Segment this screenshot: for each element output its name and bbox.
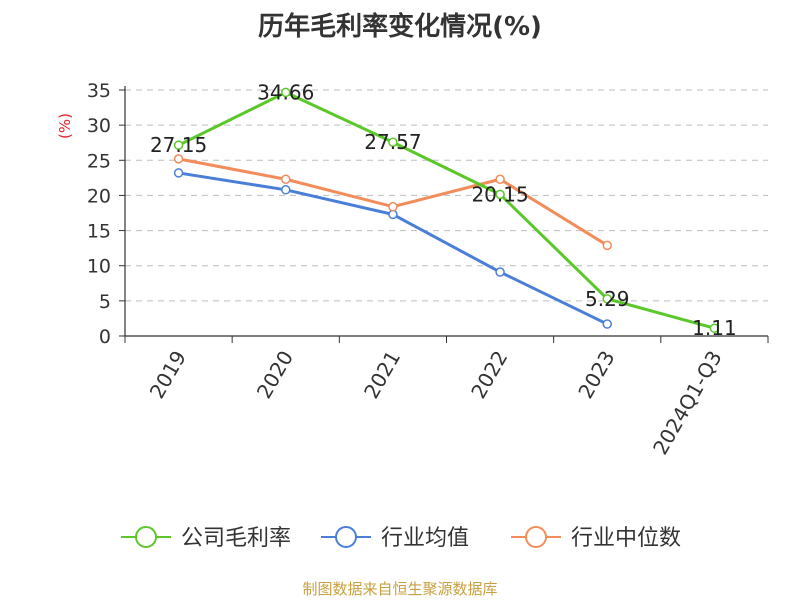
legend-item-label: 行业中位数: [571, 526, 681, 551]
legend-item-label: 公司毛利率: [181, 526, 291, 551]
data-labels: 27.15 34.66 27.57 20.15 5.29 1.11: [150, 80, 737, 340]
legend-swatch-marker: [335, 526, 357, 548]
y-tick-label: 35: [87, 80, 111, 102]
x-tick-label: 2024Q1-Q3: [648, 347, 727, 459]
legend-swatch-marker: [525, 526, 547, 548]
data-point: [388, 201, 398, 212]
data-point: [388, 137, 398, 147]
data-point: [602, 240, 612, 251]
data-point: [495, 267, 505, 277]
data-label: 20.15: [471, 182, 528, 206]
legend-swatch-marker: [135, 526, 157, 548]
legend[interactable]: 公司毛利率 行业均值 行业中位数: [121, 526, 681, 551]
data-point: [173, 154, 184, 164]
y-tick-label: 0: [99, 326, 111, 348]
data-point: [495, 174, 505, 185]
grid-lines: [125, 89, 768, 302]
data-point: [495, 189, 505, 200]
y-tick-label: 20: [87, 185, 111, 207]
x-tick-label: 2020: [252, 347, 298, 403]
data-point: [602, 294, 612, 304]
y-tick-label: 25: [87, 150, 111, 172]
x-tick-label: 2023: [573, 347, 619, 403]
y-tick-label: 5: [99, 291, 111, 313]
y-tick-label: 30: [87, 115, 111, 137]
legend-item-label: 行业均值: [381, 526, 469, 551]
data-point: [709, 323, 720, 333]
chart-title: 历年毛利率变化情况(%): [258, 12, 542, 42]
data-point: [388, 209, 398, 220]
data-label: 34.66: [257, 80, 314, 104]
y-axis-label: (%): [56, 113, 74, 139]
data-label: 5.29: [585, 287, 630, 311]
data-label: 1.11: [692, 316, 737, 340]
data-label: 27.15: [150, 133, 207, 157]
source-note: 制图数据来自恒生聚源数据库: [302, 580, 498, 598]
x-tick-label: 2022: [466, 347, 512, 403]
data-point: [281, 174, 291, 185]
data-point: [173, 140, 184, 150]
data-point: [602, 319, 612, 329]
y-tick-label: 15: [87, 221, 111, 243]
x-tick-label: 2019: [145, 347, 191, 403]
data-point: [173, 168, 184, 178]
series-line: [177, 90, 715, 330]
x-tick-label: 2021: [359, 347, 405, 403]
y-tick-label: 10: [87, 256, 111, 278]
series-lines: [173, 87, 720, 333]
data-label: 27.57: [364, 130, 421, 154]
data-point: [281, 87, 291, 98]
data-point: [281, 185, 291, 195]
